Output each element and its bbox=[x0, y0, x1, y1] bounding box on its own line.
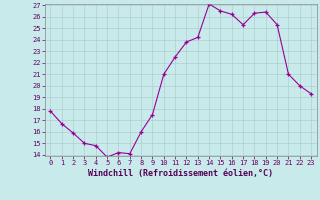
X-axis label: Windchill (Refroidissement éolien,°C): Windchill (Refroidissement éolien,°C) bbox=[88, 169, 273, 178]
